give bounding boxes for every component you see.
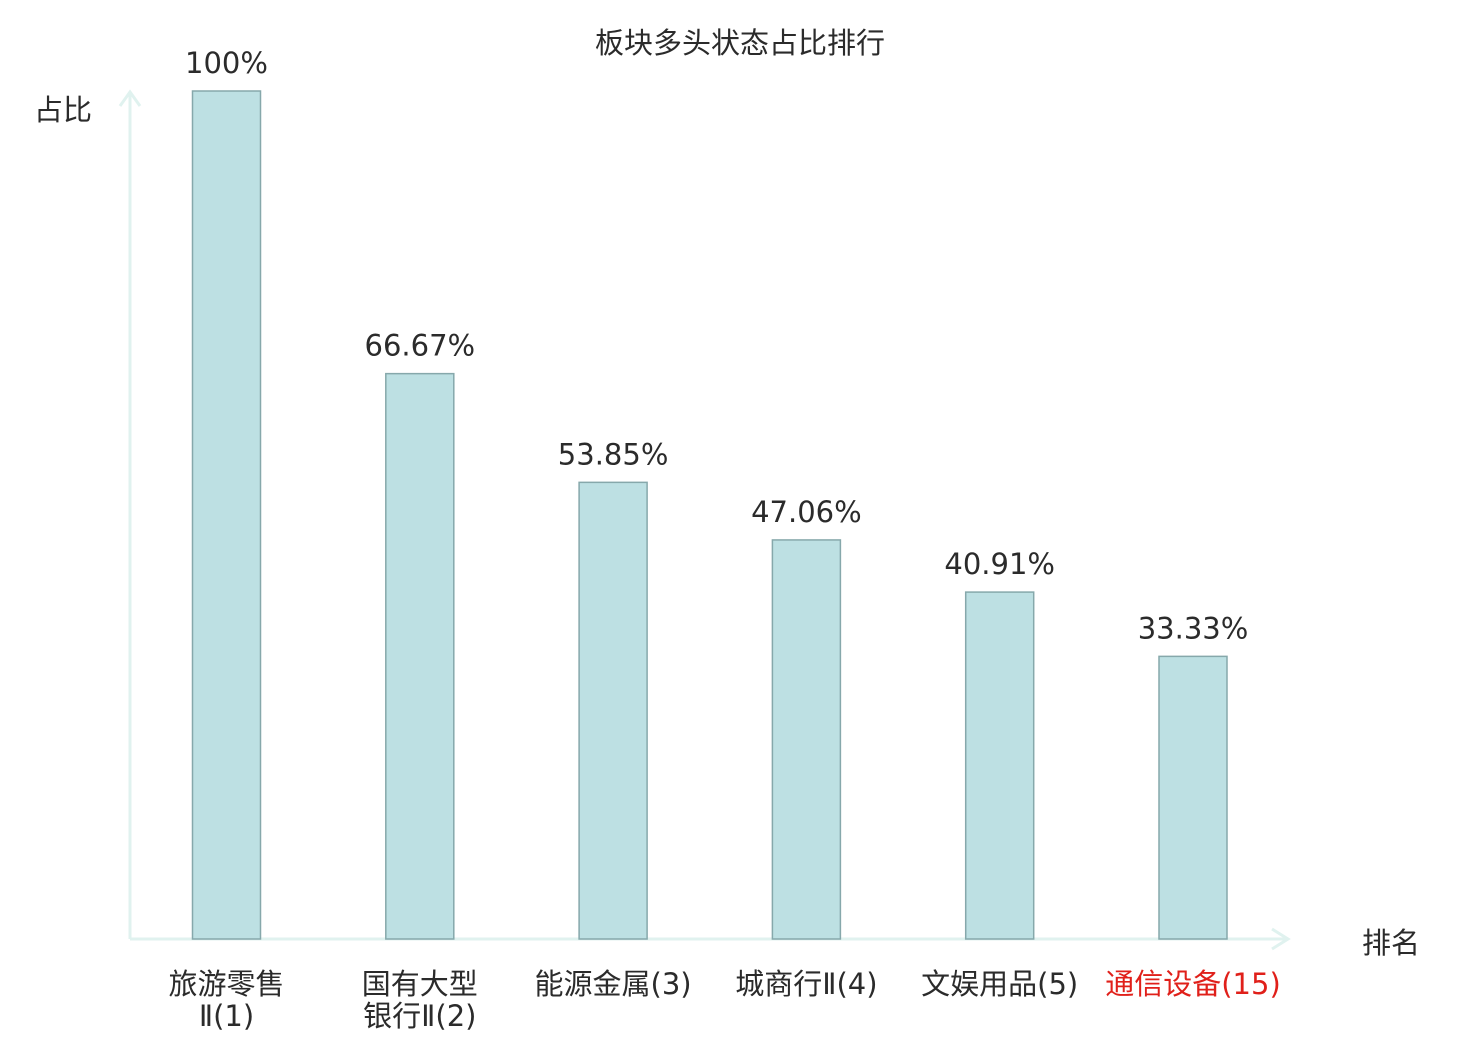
bar-value-label: 33.33% bbox=[1138, 611, 1249, 645]
bar-value-label: 53.85% bbox=[558, 437, 669, 471]
category-label: 文娱用品(5) bbox=[921, 967, 1078, 1001]
bar bbox=[385, 372, 455, 940]
y-axis-arrow-icon bbox=[118, 89, 142, 107]
bar-value-label: 40.91% bbox=[944, 547, 1055, 581]
bar-value-label: 66.67% bbox=[365, 329, 476, 363]
x-axis-arrow-icon bbox=[1271, 927, 1291, 951]
x-axis-label: 排名 bbox=[1362, 926, 1420, 960]
bar bbox=[191, 90, 262, 940]
category-label-line: Ⅱ(1) bbox=[199, 999, 254, 1033]
bar bbox=[578, 481, 648, 940]
category-label: 国有大型银行Ⅱ(2) bbox=[362, 967, 478, 1033]
category-label-line: 文娱用品(5) bbox=[921, 967, 1078, 1001]
bar bbox=[1158, 655, 1228, 940]
category-label-line: 国有大型 bbox=[362, 967, 478, 1001]
category-label: 通信设备(15) bbox=[1105, 967, 1281, 1001]
bar-value-label: 47.06% bbox=[751, 495, 862, 529]
bar bbox=[964, 591, 1035, 940]
bar bbox=[771, 539, 842, 940]
category-label-line: 旅游零售 bbox=[168, 967, 284, 1001]
category-label-line: 通信设备(15) bbox=[1105, 967, 1281, 1001]
category-label-line: 银行Ⅱ(2) bbox=[363, 999, 476, 1033]
bars-layer bbox=[191, 90, 1228, 940]
bar-value-label: 100% bbox=[185, 46, 268, 80]
y-axis-label: 占比 bbox=[34, 93, 92, 127]
category-label: 能源金属(3) bbox=[535, 967, 692, 1001]
category-label: 旅游零售 Ⅱ(1) bbox=[168, 967, 284, 1033]
category-label-line: 城商行Ⅱ(4) bbox=[735, 967, 877, 1001]
chart-title: 板块多头状态占比排行 bbox=[595, 26, 885, 60]
axes bbox=[118, 89, 1291, 951]
category-label: 城商行Ⅱ(4) bbox=[735, 967, 877, 1001]
value-labels-layer: 100% 66.67% 53.85% 47.06% 40.91% 33.33% bbox=[185, 46, 1248, 645]
category-label-line: 能源金属(3) bbox=[535, 967, 692, 1001]
category-labels-layer: 旅游零售 Ⅱ(1) 国有大型银行Ⅱ(2) 能源金属(3) 城商行Ⅱ(4) 文娱用品(5) 通… bbox=[168, 967, 1280, 1033]
